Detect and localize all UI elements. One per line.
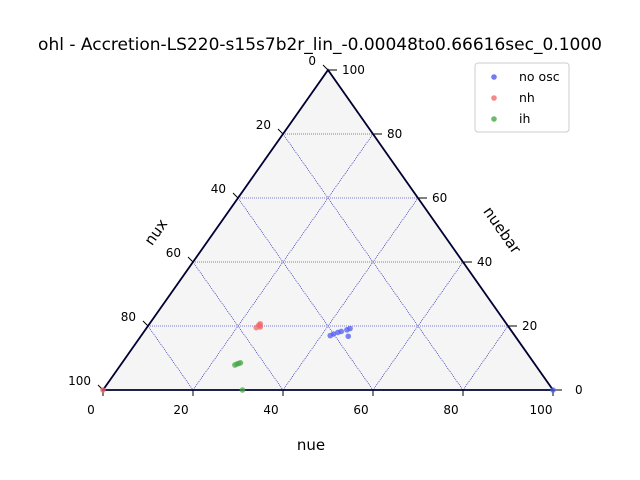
tick-label-nux-0: 0 — [308, 54, 316, 68]
legend-box — [474, 62, 570, 133]
tick-label-nux-80: 80 — [121, 310, 136, 324]
chart-title: ohl - Accretion-LS220-s15s7b2r_lin_-0.00… — [38, 35, 602, 55]
gridline-nue-60 — [372, 261, 464, 391]
tick-label-nux-60: 60 — [166, 246, 181, 260]
point-no-osc-5 — [347, 325, 353, 332]
ticks: 0 0 0 20 20 20 40 40 40 60 60 60 80 80 80 100 100 100 — [68, 54, 583, 417]
tick-label-nuebar-0: 0 — [575, 383, 583, 397]
left-axis-label: nux — [141, 215, 172, 248]
bottom-axis-label: nue — [297, 436, 325, 454]
tick-label-nuebar-40: 40 — [477, 255, 492, 269]
tick-nux-80 — [142, 320, 149, 327]
right-axis-label: nuebar — [479, 203, 525, 258]
tick-nux-0 — [322, 64, 329, 71]
point-ih-4 — [239, 387, 246, 393]
plot-area — [103, 70, 553, 390]
point-nh-4 — [257, 324, 264, 330]
point-no-osc-3 — [338, 328, 345, 335]
point-nh-5 — [100, 387, 106, 393]
gridlines — [147, 133, 509, 391]
tick-label-nuebar-60: 60 — [432, 191, 447, 205]
legend-label-nh: nh — [519, 90, 535, 105]
tick-label-nue-80: 80 — [443, 403, 458, 417]
tick-label-nuebar-20: 20 — [522, 319, 537, 333]
legend-marker-nh — [491, 95, 497, 101]
tick-label-nue-20: 20 — [173, 403, 188, 417]
point-no-osc-6 — [345, 333, 352, 340]
triangle-frame — [101, 68, 555, 391]
point-no-osc-1 — [330, 331, 337, 337]
legend-label-no-osc: no osc — [519, 69, 560, 84]
tick-label-nux-100: 100 — [68, 374, 91, 388]
tick-label-nue-100: 100 — [530, 403, 553, 417]
tick-label-nue-60: 60 — [353, 403, 368, 417]
tick-nux-60 — [187, 256, 194, 263]
tick-label-nue-40: 40 — [263, 403, 278, 417]
legend-marker-no-osc — [491, 74, 497, 80]
tick-label-nue-0: 0 — [87, 403, 95, 417]
tick-label-nuebar-80: 80 — [387, 127, 402, 141]
point-ih-3 — [237, 360, 244, 366]
data-points — [100, 320, 556, 393]
legend: no osc nh ih — [474, 62, 570, 133]
point-no-osc-7 — [550, 387, 556, 393]
tick-nux-40 — [232, 192, 239, 199]
tick-label-nux-40: 40 — [211, 182, 226, 196]
tick-label-nux-20: 20 — [256, 118, 271, 132]
legend-marker-ih — [491, 116, 497, 122]
tick-label-nuebar-100: 100 — [342, 63, 365, 77]
gridline-nux-60 — [192, 261, 284, 391]
tick-nux-20 — [277, 128, 284, 135]
legend-label-ih: ih — [519, 111, 530, 126]
